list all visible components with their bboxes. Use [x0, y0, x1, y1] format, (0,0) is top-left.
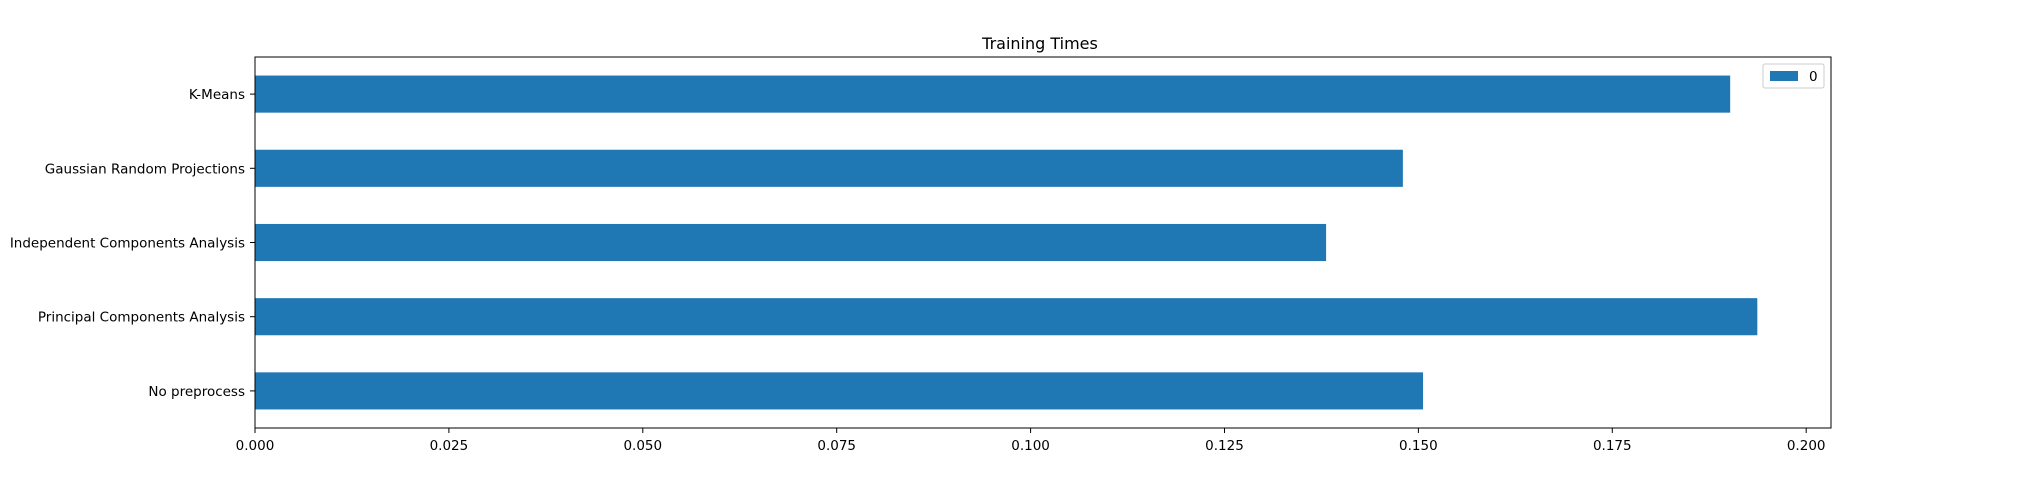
- y-axis: No preprocess Principal Components Analys…: [10, 87, 255, 400]
- x-tick-label: 0.000: [236, 438, 275, 454]
- y-tick-label: Independent Components Analysis: [10, 236, 245, 252]
- x-tick-label: 0.025: [430, 438, 469, 454]
- y-tick-label: Gaussian Random Projections: [45, 161, 245, 177]
- y-tick-label: No preprocess: [148, 384, 245, 400]
- bar: [255, 223, 1327, 262]
- chart-title: Training Times: [981, 34, 1098, 53]
- legend: 0: [1762, 63, 1825, 89]
- y-tick-label: Principal Components Analysis: [38, 310, 245, 326]
- x-tick-label: 0.075: [817, 438, 856, 454]
- x-tick-label: 0.050: [623, 438, 662, 454]
- legend-label: 0: [1809, 69, 1818, 85]
- bar: [255, 372, 1424, 410]
- x-axis: 0.000 0.025 0.050 0.075 0.100 0.125 0.150 0.175…: [236, 428, 1826, 454]
- x-tick-label: 0.125: [1205, 438, 1244, 454]
- y-tick-label: K-Means: [189, 87, 245, 103]
- bar: [255, 149, 1403, 187]
- bar: [255, 298, 1758, 336]
- legend-swatch: [1770, 71, 1798, 81]
- x-tick-label: 0.150: [1399, 438, 1438, 454]
- x-tick-label: 0.100: [1011, 438, 1050, 454]
- plot-area-frame: [254, 56, 1832, 429]
- bars-group: [255, 75, 1758, 410]
- x-tick-label: 0.200: [1787, 438, 1826, 454]
- bar: [255, 75, 1731, 113]
- x-tick-label: 0.175: [1593, 438, 1632, 454]
